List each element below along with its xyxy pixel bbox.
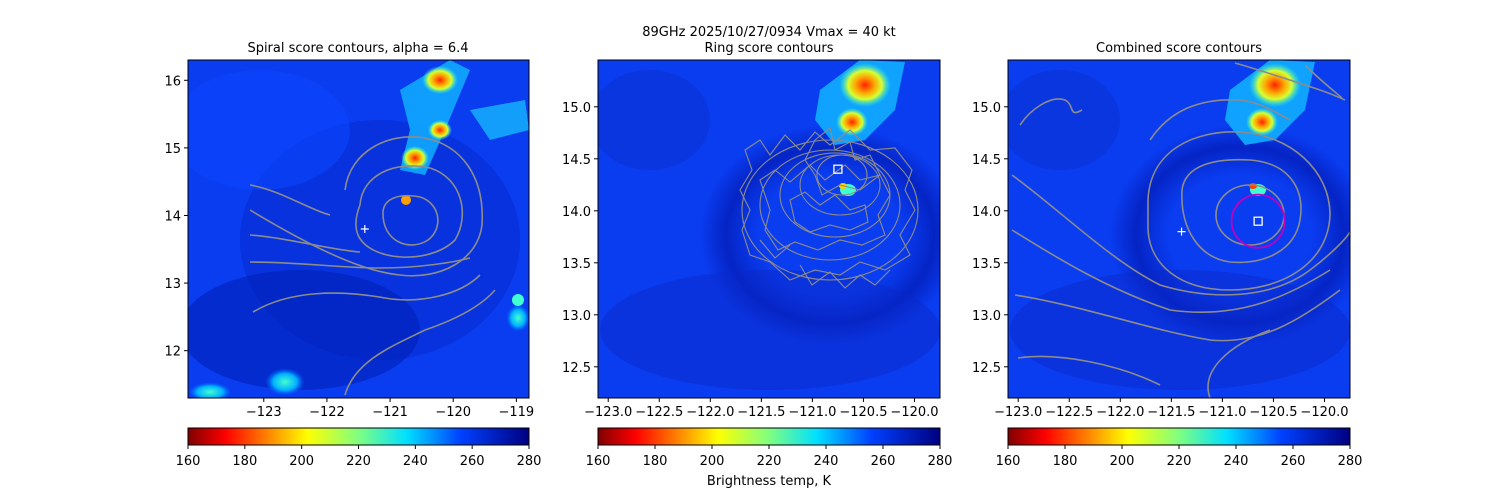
colorbar-tick-label: 260 — [1281, 454, 1306, 469]
panel-ring-title: Ring score contours — [704, 41, 833, 56]
colorbar-tick-label: 200 — [289, 454, 314, 469]
y-tick-label: 13 — [164, 277, 181, 292]
panel-ring-ticks: −123.0 −122.5 −122.0 −121.5 −121.0 −120.5 −120… — [562, 101, 938, 420]
x-tick-label: −122 — [309, 405, 345, 420]
x-tick-label: −120.0 — [890, 405, 938, 420]
colorbar-2-gradient — [597, 427, 941, 446]
center-square-marker — [1253, 216, 1263, 226]
colorbar-tick-label: 280 — [517, 454, 542, 469]
x-tick-label: −119 — [499, 405, 535, 420]
panel-spiral-markers — [360, 225, 369, 233]
y-tick-label: 15.0 — [562, 101, 591, 116]
y-tick-label: 16 — [164, 74, 181, 89]
colorbar-3-gradient — [1007, 427, 1351, 446]
y-tick-label: 12.5 — [972, 361, 1001, 376]
y-tick-label: 13.5 — [972, 257, 1001, 272]
x-tick-label: −121.0 — [1198, 405, 1246, 420]
colorbar-tick-label: 160 — [586, 454, 611, 469]
colorbar-tick-label: 280 — [1338, 454, 1363, 469]
center-plus-marker — [1177, 227, 1186, 236]
colorbar-1: 160 180 200 220 240 260 280 — [176, 427, 542, 469]
colorbar-tick-label: 200 — [700, 454, 725, 469]
panel-spiral-image — [188, 60, 529, 398]
center-square-marker — [833, 164, 843, 174]
x-tick-label: −121.0 — [788, 405, 836, 420]
panel-combined-ticks: −123.0 −122.5 −122.0 −121.5 −121.0 −120.5 −120… — [972, 101, 1348, 420]
colorbar-3-ticks: 160 180 200 220 240 260 280 — [996, 445, 1363, 469]
panel-ring: Ring score contours — [562, 41, 941, 420]
colorbar-2-ticks: 160 180 200 220 240 260 280 — [586, 445, 953, 469]
panel-combined-markers — [1177, 193, 1286, 249]
colorbar-tick-label: 220 — [1167, 454, 1192, 469]
ring-radius-circle — [1230, 193, 1286, 249]
y-tick-label: 13.0 — [562, 309, 591, 324]
x-tick-label: −123.0 — [584, 405, 632, 420]
figure-suptitle: 89GHz 2025/10/27/0934 Vmax = 40 kt — [642, 25, 896, 40]
colorbar-tick-label: 160 — [176, 454, 201, 469]
x-tick-label: −122.0 — [1096, 405, 1144, 420]
y-tick-label: 13.0 — [972, 309, 1001, 324]
colorbar-tick-label: 260 — [460, 454, 485, 469]
x-tick-label: −121.5 — [1147, 405, 1195, 420]
colorbar-tick-label: 200 — [1110, 454, 1135, 469]
y-tick-label: 14 — [164, 209, 181, 224]
panel-spiral-title: Spiral score contours, alpha = 6.4 — [247, 41, 468, 56]
colorbar-1-gradient — [187, 427, 530, 446]
panel-combined-title: Combined score contours — [1096, 41, 1262, 56]
colorbar-tick-label: 160 — [996, 454, 1021, 469]
colorbar-tick-label: 240 — [1224, 454, 1249, 469]
y-tick-label: 13.5 — [562, 257, 591, 272]
x-tick-label: −120.5 — [1249, 405, 1297, 420]
colorbar-3: 160 180 200 220 240 260 280 — [996, 427, 1363, 469]
x-tick-label: −123 — [246, 405, 282, 420]
x-tick-label: −122.5 — [635, 405, 683, 420]
colorbar-tick-label: 220 — [757, 454, 782, 469]
y-tick-label: 14.5 — [972, 153, 1001, 168]
colorbar-tick-label: 240 — [403, 454, 428, 469]
panel-combined-image — [1008, 60, 1350, 398]
y-tick-label: 14.0 — [972, 205, 1001, 220]
colorbar-tick-label: 280 — [928, 454, 953, 469]
panel-ring-markers — [833, 164, 843, 174]
y-tick-label: 12 — [164, 345, 181, 360]
colorbar-tick-label: 240 — [814, 454, 839, 469]
x-tick-label: −123.0 — [994, 405, 1042, 420]
x-tick-label: −120.0 — [1300, 405, 1348, 420]
y-tick-label: 14.5 — [562, 153, 591, 168]
colorbar-tick-label: 180 — [1053, 454, 1078, 469]
y-tick-label: 15.0 — [972, 101, 1001, 116]
panel-spiral: Spiral score contours, alpha = 6.4 — [164, 41, 534, 420]
ring-score-contours — [739, 127, 919, 289]
colorbar-tick-label: 180 — [643, 454, 668, 469]
colorbar-tick-label: 260 — [871, 454, 896, 469]
colorbar-1-ticks: 160 180 200 220 240 260 280 — [176, 445, 542, 469]
panel-combined: Combined score contours — [972, 41, 1351, 420]
x-tick-label: −121.5 — [737, 405, 785, 420]
center-plus-marker — [360, 225, 369, 233]
x-tick-label: −120.5 — [839, 405, 887, 420]
x-tick-label: −121 — [372, 405, 408, 420]
panel-spiral-ticks: −123 −122 −121 −120 −119 12 13 14 15 16 — [164, 74, 534, 420]
x-tick-label: −120 — [435, 405, 471, 420]
y-tick-label: 14.0 — [562, 205, 591, 220]
x-tick-label: −122.0 — [686, 405, 734, 420]
colorbar-2: 160 180 200 220 240 260 280 — [586, 427, 953, 469]
colorbar-label: Brightness temp, K — [707, 474, 832, 489]
y-tick-label: 12.5 — [562, 361, 591, 376]
y-tick-label: 15 — [164, 142, 181, 157]
x-tick-label: −122.5 — [1045, 405, 1093, 420]
panel-ring-image — [598, 60, 940, 398]
colorbar-tick-label: 180 — [232, 454, 257, 469]
colorbar-tick-label: 220 — [346, 454, 371, 469]
